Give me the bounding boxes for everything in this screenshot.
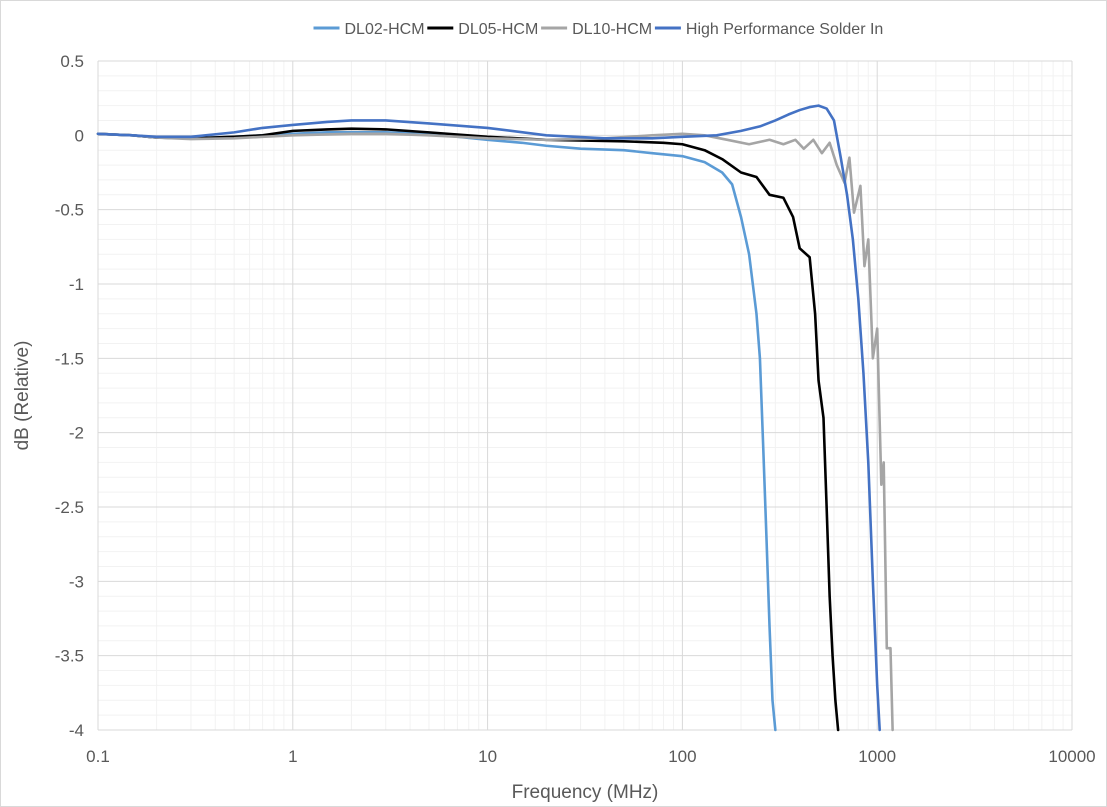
legend-label-2: DL10-HCM [572, 21, 652, 38]
y-tick-label: -3 [69, 572, 84, 591]
x-tick-label: 0.1 [86, 747, 110, 766]
gridlines [97, 60, 1073, 731]
series-lines [96, 104, 894, 732]
series-line-2 [96, 132, 894, 732]
x-tick-label: 10000 [1048, 747, 1095, 766]
y-tick-label: -0.5 [55, 201, 84, 220]
y-tick-label: -1 [69, 275, 84, 294]
y-axis-title: dB (Relative) [12, 341, 33, 451]
legend-label-3: High Performance Solder In [686, 21, 883, 38]
x-tick-label: 10 [478, 747, 497, 766]
y-tick-label: -2 [69, 424, 84, 443]
x-axis-title: Frequency (MHz) [512, 782, 659, 803]
x-tick-label: 1000 [858, 747, 896, 766]
y-tick-label: -2.5 [55, 498, 84, 517]
legend-label-1: DL05-HCM [458, 21, 538, 38]
legend: DL02-HCM DL05-HCM DL10-HCM High Performance… [313, 21, 883, 38]
y-tick-label: 0.5 [60, 52, 84, 71]
y-tick-label: -3.5 [55, 647, 84, 666]
series-line-1 [96, 127, 840, 732]
y-tick-label: -1.5 [55, 349, 84, 368]
legend-label-0: DL02-HCM [345, 21, 425, 38]
x-tick-label: 100 [668, 747, 696, 766]
series-line-3 [96, 104, 881, 732]
y-tick-label: 0 [75, 126, 84, 145]
x-tick-label: 1 [288, 747, 297, 766]
y-tick-label: -4 [69, 721, 84, 740]
axes: 0.5 0 -0.5 -1 -1.5 -2 -2.5 -3 -3.5 -40.1 1 10 100 100… [55, 52, 1096, 766]
